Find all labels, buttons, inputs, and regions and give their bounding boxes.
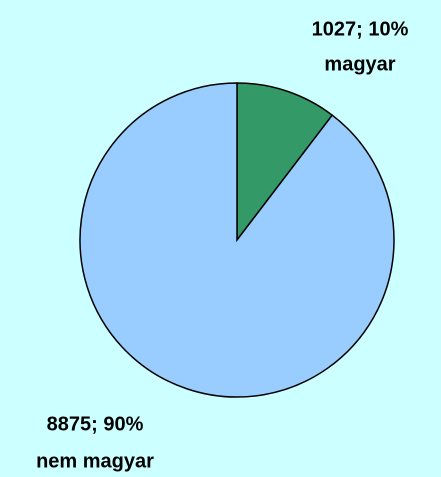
pie-slice (79, 82, 395, 398)
value-label: 8875; 90% (47, 413, 144, 435)
category-label: magyar (324, 53, 395, 75)
value-label: 1027; 10% (312, 18, 409, 40)
category-label: nem magyar (36, 450, 154, 472)
pie-slice (236, 82, 334, 243)
